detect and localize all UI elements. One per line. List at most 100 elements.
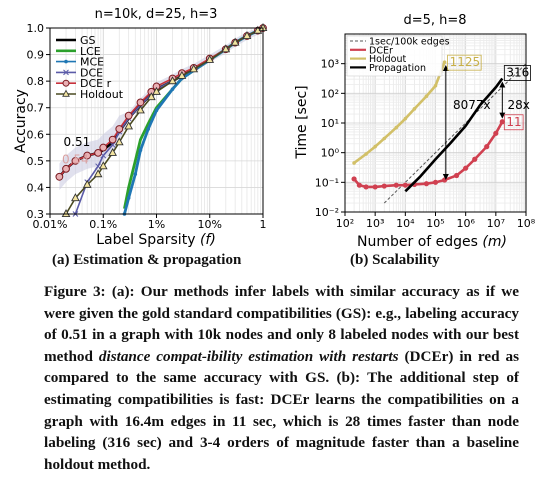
chart-b-point: [382, 136, 387, 141]
chart-b-point: [394, 125, 399, 130]
chart-b-xlabel: Number of edges (m): [357, 234, 507, 250]
chart-a-legend-label: DCE: [80, 66, 103, 79]
subcaption-a: (a) Estimation & propagation: [52, 252, 242, 268]
chart-b-ylabel: Time [sec]: [294, 85, 310, 159]
chart-b-ytick-label: 10²: [321, 87, 339, 100]
chart-a-accuracy: 0.30.40.50.60.70.80.91.00.01% 0.1% 1% 10% 1 …: [13, 7, 268, 248]
chart-a-point: [98, 161, 108, 170]
chart-b-arrow-8077x-head-bottom: [442, 173, 449, 180]
chart-b-annotation: 8077x: [453, 98, 491, 112]
chart-b-line: [404, 77, 504, 193]
figure: 0.30.40.50.60.70.80.91.00.01% 0.1% 1% 10% 1 …: [13, 7, 536, 250]
chart-a-point: [124, 111, 133, 120]
chart-a-legend-marker: [62, 79, 70, 87]
chart-b-arrow-28x-head-top: [499, 81, 506, 88]
chart-b-xtick-label: 10⁸: [517, 217, 536, 230]
chart-a-point: [146, 92, 156, 101]
chart-a-point: [124, 121, 134, 130]
chart-a-legend-label: GS: [80, 34, 96, 47]
chart-b-xtick-label: 10⁶: [456, 217, 475, 230]
chart-b-xtick-label: 10³: [366, 217, 384, 230]
chart-a-legend-item: LCE: [56, 45, 101, 58]
chart-b-point: [412, 107, 417, 111]
chart-a-legend-marker: [64, 59, 68, 64]
chart-b-point: [403, 116, 408, 121]
chart-a-ytick-label: 0.5: [27, 155, 45, 168]
chart-b-ytick-label: 10⁻²: [315, 206, 339, 219]
chart-a-legend-item: GS: [56, 34, 96, 47]
chart-b-legend-item: DCEr: [350, 45, 393, 56]
chart-b-point: [442, 60, 447, 64]
chart-b-legend-item: 1sec/100k edges: [350, 37, 450, 48]
chart-b-point: [423, 181, 430, 187]
chart-b-annotations: 1125 316 8077x 28x 11: [447, 54, 531, 131]
chart-b-legend-label: DCEr: [369, 45, 393, 56]
chart-b-point: [493, 130, 499, 136]
chart-b-ytick-label: 10¹: [321, 117, 339, 130]
chart-a-legend-marker: [62, 89, 70, 97]
chart-a-point: [221, 44, 231, 53]
chart-b-point: [424, 94, 429, 99]
chart-a-xtick-label: 0.01%: [33, 218, 68, 231]
chart-b-series-propagation: [404, 77, 504, 193]
chart-b-point: [364, 152, 368, 156]
chart-b-ytick-label: 10⁰: [321, 147, 340, 160]
chart-a-point: [126, 196, 131, 200]
chart-a-point: [136, 98, 145, 107]
chart-a-ylabel: Accuracy: [13, 89, 29, 153]
chart-b-point: [393, 182, 399, 188]
chart-a-legend-label: DCE r: [80, 77, 112, 90]
chart-a-point: [71, 156, 80, 165]
chart-a-point: [136, 105, 145, 114]
chart-a-variance-band: [59, 28, 263, 191]
chart-a-point: [138, 148, 143, 153]
chart-b-point: [351, 176, 357, 182]
chart-b-point: [433, 83, 438, 88]
chart-b-arrow-28x-head-bottom: [499, 112, 506, 119]
chart-a-point: [189, 64, 199, 73]
chart-b-series-holdout: [352, 60, 447, 165]
chart-a-ytick-label: 0.8: [27, 75, 45, 88]
chart-b-xtick-label: 10⁷: [487, 217, 505, 230]
chart-a-legend-label: LCE: [80, 45, 101, 58]
chart-a-point: [146, 127, 151, 131]
chart-b-annotation: 11: [506, 115, 521, 129]
chart-a-ytick-label: 0.3: [27, 208, 45, 221]
chart-b-legend-item: Propagation: [350, 63, 426, 74]
chart-a-legend-item: MCE: [56, 56, 104, 69]
chart-b-annotation-box: [447, 54, 482, 71]
chart-b-point: [381, 183, 387, 189]
chart-b-point: [432, 179, 439, 185]
chart-b-scalability: 10⁻² 10⁻¹ 10⁰ 10¹ 10² 10³ 10² 10³ 10⁴ 10⁵ 10⁶ 10⁷ 10…: [294, 13, 536, 250]
chart-a-xtick-label: 1%: [148, 218, 165, 231]
chart-b-xtick-label: 10⁵: [426, 217, 444, 230]
chart-b-point: [372, 184, 378, 190]
chart-a-point: [83, 151, 92, 160]
chart-b-annotation: 1125: [450, 55, 481, 69]
chart-b-legend-label: 1sec/100k edges: [369, 37, 450, 48]
chart-b-xtick-label: 10⁴: [396, 217, 415, 230]
chart-a-series: [55, 23, 268, 218]
chart-a-point: [114, 137, 124, 146]
chart-b-series-dcer: [351, 119, 505, 190]
chart-a-point: [242, 31, 252, 40]
chart-a-point: [55, 172, 64, 181]
chart-b-point: [484, 144, 490, 150]
chart-a-xlabel: Label Sparsity (f): [96, 232, 216, 248]
chart-a-ytick-label: 0.9: [27, 49, 45, 62]
chart-b-annotation: 28x: [508, 98, 530, 112]
chart-a-point: [61, 209, 71, 218]
chart-b-line: [353, 61, 446, 164]
chart-b-point: [363, 184, 369, 190]
chart-b-point: [373, 144, 377, 149]
chart-a-point: [71, 193, 80, 202]
chart-a-ytick-label: 1.0: [27, 22, 45, 35]
figure-caption: Figure 3: (a): Our methods infer labels …: [44, 283, 520, 473]
chart-b-point: [472, 156, 478, 162]
chart-a-legend-item: DCE r: [56, 77, 112, 90]
chart-a-ticks: 0.3 0.4 0.5 0.6 0.7 0.8 0.9 1.0 0.01% 0.1% 1% 10% 1: [27, 22, 267, 231]
chart-a-legend-label: MCE: [80, 56, 104, 69]
subcaption-b: (b) Scalability: [350, 252, 440, 268]
